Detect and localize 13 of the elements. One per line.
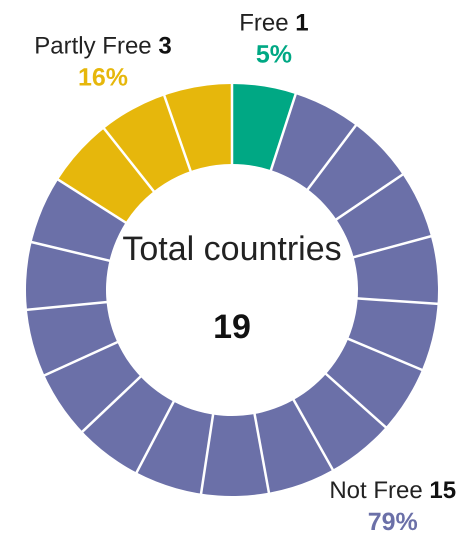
text: 19 <box>213 308 251 346</box>
slice-label: Partly Free <box>34 32 152 60</box>
donut-slice <box>232 84 296 170</box>
text: Total countries <box>122 230 342 268</box>
slice-label: Not Free <box>329 476 423 504</box>
data-label: 79% <box>368 508 418 533</box>
text: 3 <box>158 32 172 60</box>
text: 1 <box>295 10 309 37</box>
text: 15 <box>429 476 456 504</box>
data-label: 16% <box>78 63 128 92</box>
slice-label: Free <box>239 10 289 37</box>
data-label: 5% <box>256 40 292 69</box>
donut-slice <box>58 84 232 222</box>
